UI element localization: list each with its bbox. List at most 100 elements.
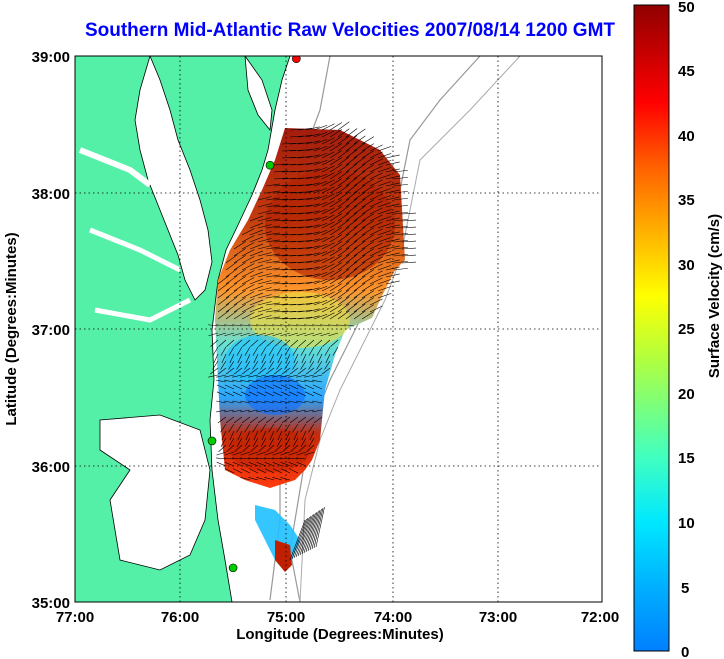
velocity-vector — [306, 444, 315, 452]
velocity-vector — [240, 477, 251, 481]
velocity-vector — [289, 519, 306, 561]
velocity-vector — [308, 437, 315, 447]
velocity-vector — [329, 206, 342, 215]
velocity-vector — [353, 268, 366, 278]
velocity-vector — [304, 391, 315, 397]
velocity-vector — [289, 163, 304, 166]
velocity-vector — [345, 156, 358, 166]
velocity-patch — [225, 335, 295, 385]
velocity-vector — [224, 409, 235, 413]
velocity-vector — [369, 207, 383, 215]
colorbar-ticks: 0 5 10 15 20 25 30 35 40 45 50 — [678, 0, 695, 659]
velocity-vector — [337, 163, 350, 173]
pamlico-sound — [99, 414, 211, 571]
velocity-vector — [353, 254, 366, 264]
velocity-vector — [249, 299, 264, 306]
velocity-vector — [289, 261, 304, 264]
x-tick-label: 76:00 — [161, 609, 199, 626]
velocity-vector — [313, 222, 328, 229]
velocity-vector — [305, 259, 320, 264]
velocity-vector — [245, 353, 251, 364]
velocity-vector — [280, 409, 291, 413]
velocity-vector — [273, 247, 288, 250]
velocity-vector — [257, 217, 272, 222]
velocity-vector — [210, 339, 219, 347]
velocity-vector — [241, 235, 255, 243]
velocity-vector — [274, 444, 283, 452]
velocity-vector — [217, 310, 230, 320]
velocity-vector — [289, 282, 304, 285]
velocity-vector — [345, 205, 358, 215]
velocity-vector — [273, 296, 288, 299]
velocity-vector — [240, 461, 251, 467]
velocity-vector — [249, 285, 264, 292]
velocity-vector — [337, 219, 350, 229]
velocity-vector — [345, 289, 358, 299]
velocity-vector — [233, 276, 246, 285]
velocity-vector — [281, 254, 296, 257]
velocity-vector — [393, 211, 408, 215]
velocity-vector — [257, 210, 272, 215]
velocity-vector — [217, 416, 227, 424]
velocity-vector — [337, 240, 350, 250]
velocity-vector — [280, 374, 291, 378]
y-tick-label: 37:00 — [32, 322, 70, 339]
colorbar-tick-label: 5 — [681, 580, 689, 597]
velocity-vector — [289, 198, 304, 201]
velocity-vector — [361, 171, 375, 180]
velocity-vector — [305, 168, 320, 173]
velocity-vector — [321, 179, 335, 187]
velocity-vector — [321, 193, 335, 201]
velocity-vector — [305, 175, 320, 180]
velocity-vector — [289, 233, 304, 236]
velocity-vector — [265, 211, 280, 215]
axis-ticks: 77:00 76:00 75:00 74:00 73:00 72:00 39:0… — [32, 49, 620, 626]
velocity-vector — [297, 239, 312, 243]
velocity-vector — [297, 127, 312, 131]
velocity-vector — [321, 144, 335, 152]
velocity-vector — [217, 275, 230, 285]
velocity-vector — [233, 416, 243, 424]
velocity-vector — [264, 457, 275, 460]
velocity-vector — [321, 130, 335, 138]
velocity-vector — [296, 324, 307, 327]
velocity-vector — [337, 310, 350, 320]
velocity-vector — [280, 384, 291, 390]
velocity-vector — [297, 232, 312, 236]
delaware-bay — [244, 56, 273, 132]
velocity-vector — [311, 508, 322, 550]
velocity-vector — [260, 360, 267, 370]
velocity-vector — [377, 258, 392, 264]
velocity-vector — [337, 177, 350, 187]
velocity-vector — [313, 187, 328, 194]
velocity-vector — [312, 379, 323, 383]
velocity-vector — [281, 240, 296, 243]
velocity-vector — [221, 430, 227, 441]
velocity-vector — [314, 339, 323, 347]
velocity-vector — [256, 468, 267, 474]
velocity-vector — [264, 332, 275, 337]
velocity-vector — [241, 312, 255, 320]
velocity-vector — [297, 218, 312, 222]
velocity-vector — [345, 233, 358, 243]
velocity-vector — [273, 212, 288, 215]
velocity-vector — [224, 384, 235, 390]
velocity-vector — [313, 416, 323, 424]
velocity-vector — [265, 267, 280, 271]
velocity-vector — [345, 170, 358, 180]
velocity-vector — [232, 468, 243, 474]
velocity-vector — [369, 298, 383, 306]
velocity-vector — [272, 384, 283, 390]
velocity-vector — [308, 360, 315, 370]
velocity-vector — [216, 324, 227, 327]
velocity-vector — [300, 360, 307, 370]
velocity-vector — [305, 196, 320, 201]
velocity-vector — [245, 430, 251, 441]
velocity-vector — [321, 242, 335, 250]
velocity-vector — [248, 477, 259, 481]
velocity-vector — [288, 451, 299, 456]
velocity-vector — [345, 177, 358, 187]
velocity-vector — [232, 374, 243, 378]
velocity-vector — [280, 468, 291, 474]
velocity-vector — [265, 281, 280, 285]
